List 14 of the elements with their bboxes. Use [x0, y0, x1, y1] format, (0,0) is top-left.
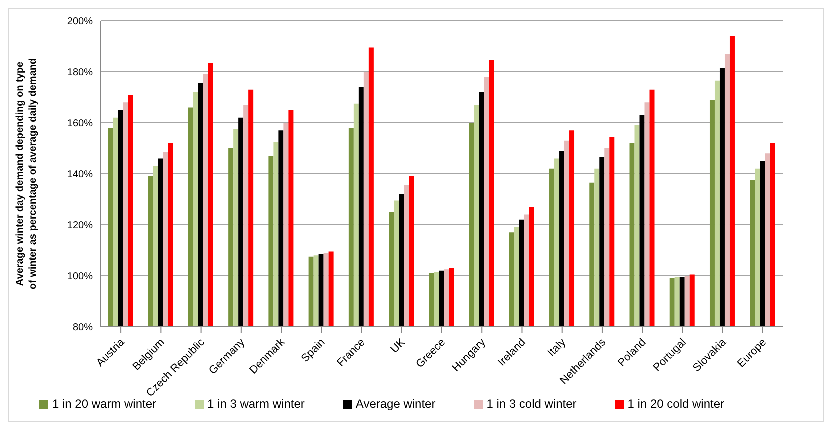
y-tick-label: 80% [72, 322, 94, 334]
legend-label: 1 in 20 warm winter [52, 397, 157, 411]
legend-label: 1 in 20 cold winter [628, 397, 725, 411]
y-tick-label: 140% [67, 170, 94, 181]
legend-label: 1 in 3 cold winter [486, 397, 577, 411]
legend-label: 1 in 3 warm winter [208, 397, 305, 411]
legend-label: Average winter [356, 397, 436, 411]
y-tick-label: 180% [67, 68, 94, 79]
x-tick-label: UK [388, 336, 408, 356]
y-tick-label: 100% [67, 272, 94, 283]
y-tick-label: 200% [67, 16, 94, 28]
y-axis-title: Average winter day demand depending on type of winter as percentage of average daily demand [15, 58, 39, 290]
y-tick-label: 160% [67, 118, 94, 130]
y-tick-label: 120% [67, 220, 94, 232]
